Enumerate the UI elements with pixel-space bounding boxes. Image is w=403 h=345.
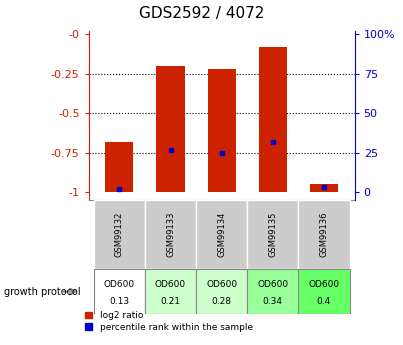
Text: OD600: OD600 [257, 280, 289, 289]
Text: GSM99134: GSM99134 [217, 212, 226, 257]
Bar [156, 66, 185, 192]
Text: OD600: OD600 [308, 280, 339, 289]
Bar [259, 47, 287, 192]
Legend: log2 ratio, percentile rank within the sample: log2 ratio, percentile rank within the s… [85, 311, 253, 332]
Text: GSM99136: GSM99136 [320, 212, 328, 257]
Text: 0.21: 0.21 [160, 297, 181, 306]
Text: OD600: OD600 [206, 280, 237, 289]
Text: 0.28: 0.28 [212, 297, 232, 306]
Text: OD600: OD600 [155, 280, 186, 289]
Text: 0.34: 0.34 [263, 297, 283, 306]
Bar [196, 200, 247, 269]
Text: OD600: OD600 [104, 280, 135, 289]
Bar [145, 200, 196, 269]
Text: growth protocol: growth protocol [4, 287, 81, 296]
Bar [145, 269, 196, 314]
Text: 0.13: 0.13 [109, 297, 129, 306]
Bar [208, 69, 236, 192]
Bar [310, 184, 338, 192]
Bar [247, 200, 298, 269]
Text: GDS2592 / 4072: GDS2592 / 4072 [139, 6, 264, 21]
Text: GSM99133: GSM99133 [166, 212, 175, 257]
Bar [94, 269, 145, 314]
Text: GSM99132: GSM99132 [115, 212, 124, 257]
Bar [105, 142, 133, 192]
Bar [94, 200, 145, 269]
Text: 0.4: 0.4 [317, 297, 331, 306]
Bar [247, 269, 298, 314]
Bar [298, 200, 349, 269]
Bar [298, 269, 349, 314]
Bar [196, 269, 247, 314]
Text: GSM99135: GSM99135 [268, 212, 277, 257]
